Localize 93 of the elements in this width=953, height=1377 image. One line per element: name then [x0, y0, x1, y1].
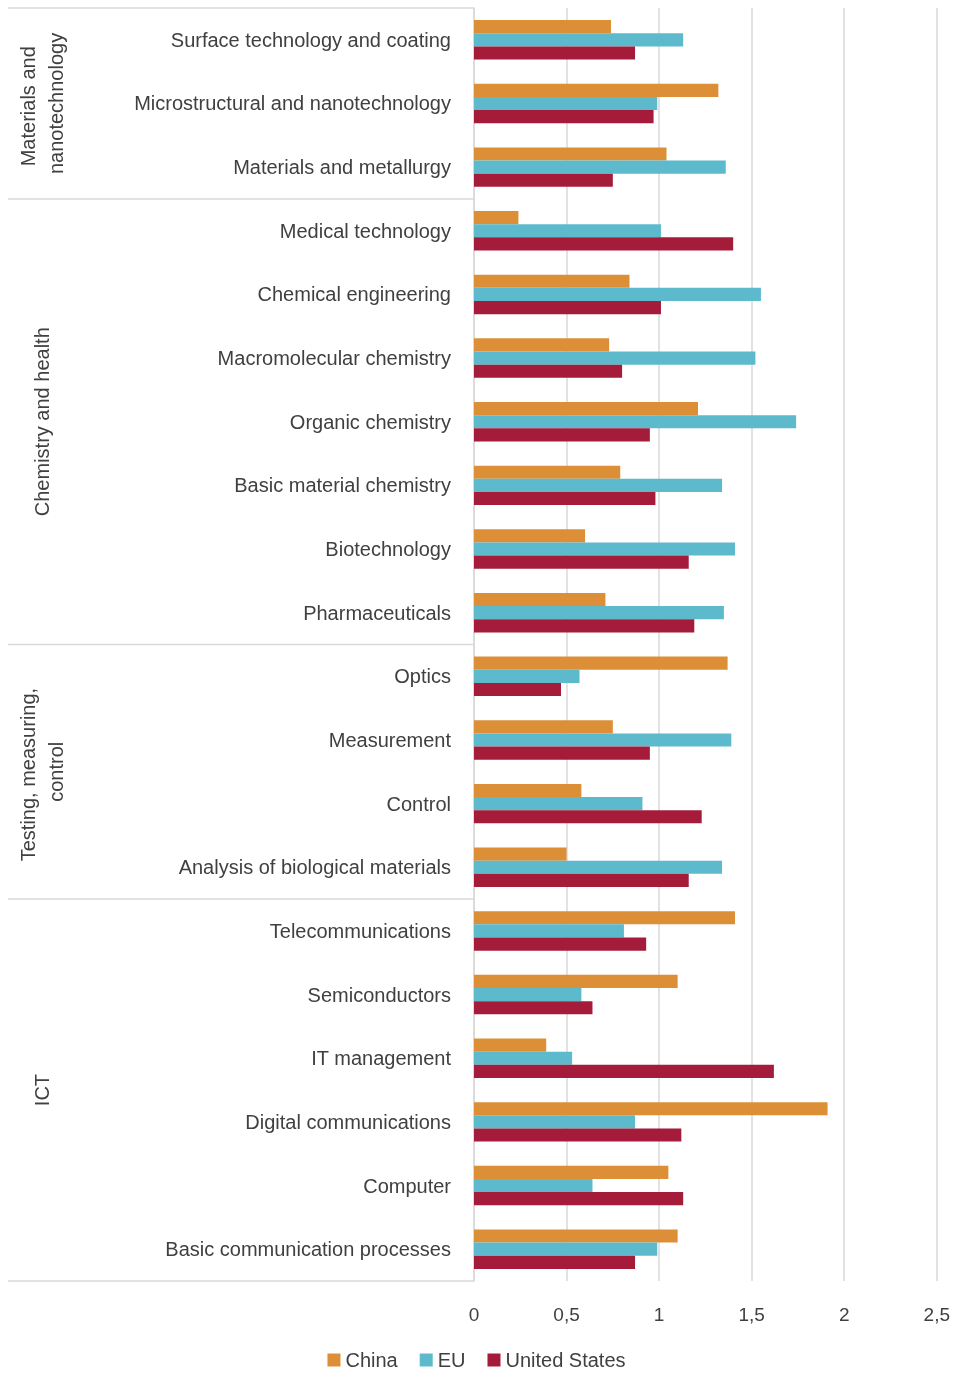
- bar: [474, 173, 613, 187]
- text: ICT: [31, 1073, 53, 1107]
- x-tick-label: 2,5: [923, 1304, 950, 1325]
- bar: [474, 1255, 636, 1269]
- bar: [474, 1001, 593, 1015]
- bar: [474, 619, 695, 633]
- y-tick-label: Surface technology and coating: [170, 28, 451, 51]
- bar: [474, 364, 623, 378]
- bar: [474, 1165, 669, 1179]
- bar: [474, 1229, 678, 1243]
- bar: [474, 338, 610, 352]
- bar: [474, 160, 726, 174]
- legend-label: China: [345, 1349, 399, 1371]
- x-tick-label: 1,5: [738, 1304, 765, 1325]
- y-tick-label: Analysis of biological materials: [178, 856, 451, 879]
- legend-label: EU: [437, 1349, 466, 1371]
- y-tick-label: Microstructural and nanotechnology: [134, 92, 451, 115]
- bar: [474, 669, 580, 683]
- bar: [474, 237, 734, 251]
- bar: [474, 211, 519, 225]
- y-tick-label: Pharmaceuticals: [303, 601, 451, 624]
- bar: [474, 147, 667, 161]
- x-tick-label: 0: [468, 1304, 480, 1325]
- bar: [474, 274, 630, 288]
- bar: [474, 873, 689, 888]
- text: Materials and nanotechnology: [17, 32, 67, 175]
- bar: [474, 1064, 774, 1078]
- bar: [474, 682, 562, 697]
- bar: [474, 110, 654, 124]
- bar: [474, 287, 761, 301]
- bar: [474, 415, 797, 429]
- y-tick-label: Computer: [363, 1174, 452, 1197]
- bar: [474, 351, 756, 365]
- bar: [474, 797, 643, 811]
- bar: [474, 529, 586, 543]
- bar: [474, 428, 650, 442]
- y-tick-label: Basic communication processes: [165, 1238, 451, 1261]
- bar: [474, 847, 567, 861]
- bar: [474, 606, 724, 620]
- bar: [474, 542, 736, 556]
- y-tick-label: Medical technology: [279, 219, 451, 242]
- y-tick-label: Measurement: [328, 728, 452, 751]
- bar: [474, 924, 624, 938]
- bar: [474, 783, 582, 798]
- bar: [474, 860, 723, 874]
- bar: [474, 465, 621, 479]
- bar: [474, 720, 613, 734]
- y-tick-label: Chemical engineering: [257, 283, 451, 306]
- bar: [474, 1178, 593, 1193]
- bar: [474, 224, 661, 238]
- bar: [474, 96, 658, 111]
- bar: [474, 1102, 828, 1116]
- y-tick-label: Materials and metallurgy: [233, 156, 451, 179]
- y-tick-label: Biotechnology: [325, 538, 451, 561]
- bar: [474, 401, 698, 416]
- bar: [474, 1051, 573, 1065]
- bar: [474, 937, 647, 951]
- bar: [474, 46, 636, 60]
- bar: [474, 301, 661, 315]
- y-tick-label: Optics: [394, 665, 451, 688]
- bar: [474, 555, 689, 569]
- x-tick-label: 2: [838, 1304, 850, 1325]
- bar: [474, 20, 611, 34]
- bar: [474, 1038, 547, 1052]
- bar: [474, 592, 606, 607]
- x-tick-label: 0,5: [553, 1304, 580, 1325]
- text: Testing, measuring, control: [17, 682, 67, 862]
- bar: [474, 83, 719, 97]
- bar: [474, 656, 728, 670]
- y-tick-label: Telecommunications: [269, 919, 451, 942]
- y-tick-label: Macromolecular chemistry: [217, 347, 451, 370]
- y-tick-label: Semiconductors: [307, 983, 451, 1006]
- y-tick-label: Control: [386, 792, 451, 815]
- bar: [474, 1192, 684, 1206]
- bar: [474, 491, 656, 506]
- bar: [474, 911, 736, 925]
- bar: [474, 810, 702, 824]
- y-tick-label: Digital communications: [245, 1110, 451, 1133]
- bar: [474, 1128, 682, 1142]
- y-tick-label: Organic chemistry: [289, 410, 451, 433]
- bar: [474, 974, 678, 988]
- legend-label: United States: [505, 1349, 626, 1371]
- bar: [474, 1242, 658, 1256]
- bar: [474, 746, 650, 760]
- bar: [474, 1115, 636, 1129]
- bar: [474, 988, 582, 1002]
- text: Chemistry and health: [31, 327, 53, 517]
- y-tick-label: Basic material chemistry: [234, 474, 451, 497]
- bar: [474, 478, 723, 492]
- y-tick-label: IT management: [311, 1047, 452, 1070]
- bar: [474, 733, 732, 747]
- x-tick-label: 1: [653, 1304, 665, 1325]
- bar: [474, 33, 684, 47]
